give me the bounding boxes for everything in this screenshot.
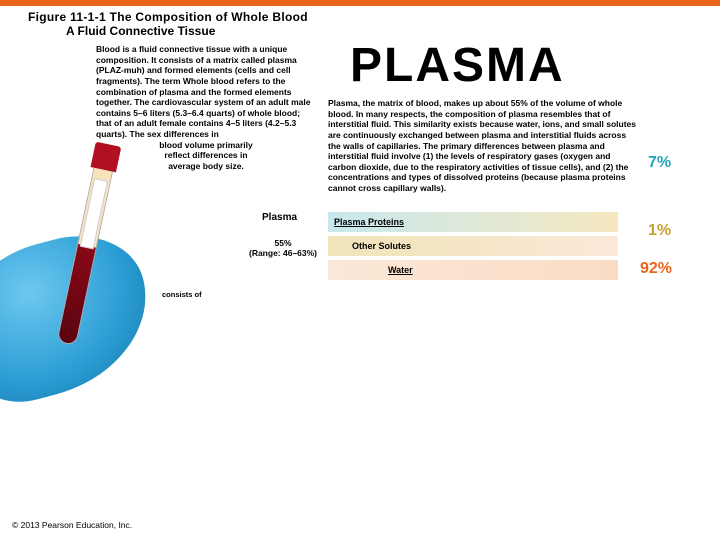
- plasma-percentage: 55% (Range: 46–63%): [248, 238, 318, 258]
- tube-label: [80, 178, 108, 249]
- figure-title: Figure 11-1-1 The Composition of Whole B…: [0, 6, 720, 24]
- plasma-pct-line2: (Range: 46–63%): [249, 248, 317, 258]
- percentage-water: 92%: [640, 260, 672, 278]
- row-other-solutes: Other Solutes: [328, 236, 618, 256]
- row-plasma-proteins: Plasma Proteins: [328, 212, 618, 232]
- blood-desc-tail1: blood volume primarily: [96, 140, 316, 151]
- content-area: Blood is a fluid connective tissue with …: [0, 42, 720, 522]
- row-water: Water: [328, 260, 618, 280]
- plasma-label: Plasma: [262, 212, 297, 223]
- plasma-pct-line1: 55%: [274, 238, 291, 248]
- percentage-solutes: 1%: [648, 222, 671, 240]
- plasma-heading: PLASMA: [350, 38, 565, 93]
- hand-tube-illustration: [0, 162, 180, 402]
- blood-desc-tail2: reflect differences in: [96, 150, 316, 161]
- copyright-text: © 2013 Pearson Education, Inc.: [12, 520, 132, 530]
- blood-description: Blood is a fluid connective tissue with …: [96, 44, 316, 172]
- plasma-description: Plasma, the matrix of blood, makes up ab…: [328, 98, 638, 194]
- percentage-proteins: 7%: [648, 154, 671, 172]
- blood-desc-main: Blood is a fluid connective tissue with …: [96, 44, 310, 139]
